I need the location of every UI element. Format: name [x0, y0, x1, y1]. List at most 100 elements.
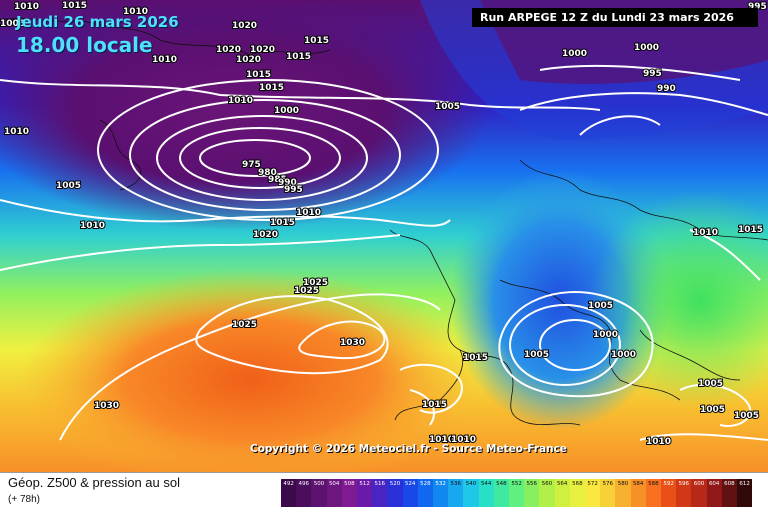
scale-value-label: 576 — [602, 481, 614, 487]
forecast-date: Jeudi 26 mars 2026 — [16, 13, 179, 31]
scale-swatch: 592 — [661, 479, 677, 507]
scale-value-label: 560 — [541, 481, 553, 487]
isobar-label: 1010 — [429, 435, 454, 445]
isobar-label: 1010 — [296, 208, 321, 218]
isobar-label: 1005 — [734, 411, 759, 421]
isobar-label: 975 — [242, 160, 261, 170]
isobar-label: 1015 — [62, 1, 87, 11]
scale-value-label: 608 — [724, 481, 735, 487]
isobar-label: 1010 — [451, 435, 476, 445]
legend-bar: Géop. Z500 & pression au sol (+ 78h) 492… — [0, 472, 768, 512]
isobar-label: 1000 — [611, 350, 636, 360]
isobar-label: 1010 — [4, 127, 29, 137]
isobar-label: 1015 — [738, 225, 763, 235]
isobar-label: 1015 — [304, 36, 329, 46]
scale-value-label: 540 — [465, 481, 477, 487]
scale-swatch: 572 — [585, 479, 601, 507]
scale-value-label: 552 — [511, 481, 522, 487]
scale-value-label: 492 — [283, 481, 294, 487]
isobar-label: 1005 — [588, 301, 613, 311]
scale-swatch: 588 — [645, 479, 661, 507]
isobar-label: 1020 — [232, 21, 257, 31]
scale-value-label: 556 — [526, 481, 538, 487]
scale-swatch: 516 — [372, 479, 388, 507]
isobar-label: 1025 — [294, 286, 319, 296]
isobar-label: 1005 — [698, 379, 723, 389]
scale-value-label: 572 — [587, 481, 598, 487]
scale-value-label: 504 — [328, 481, 340, 487]
scale-swatch: 512 — [357, 479, 373, 507]
scale-swatch: 540 — [463, 479, 479, 507]
legend-subtitle: (+ 78h) — [8, 494, 40, 505]
scale-value-label: 584 — [632, 481, 644, 487]
map-panel: 1010 1015 1010 1005 1020 1020 1020 1015 … — [0, 0, 768, 472]
scale-value-label: 592 — [663, 481, 674, 487]
isobar-label: 1015 — [422, 400, 447, 410]
low-pressure-core — [0, 0, 490, 230]
scale-value-label: 500 — [313, 481, 325, 487]
isobar-label: 1015 — [286, 52, 311, 62]
isobar-label: 1005 — [435, 102, 460, 112]
isobar-label: 1010 — [123, 7, 148, 17]
isobar-label: 1015 — [463, 353, 488, 363]
scale-value-label: 548 — [496, 481, 507, 487]
eastern-green-area — [590, 190, 768, 410]
scale-value-label: 528 — [420, 481, 431, 487]
scale-value-label: 512 — [359, 481, 370, 487]
scale-swatch: 500 — [311, 479, 327, 507]
isobar-label: 1030 — [340, 338, 365, 348]
isobar-label: 995 — [643, 69, 662, 79]
isobar-label: 980 — [258, 168, 277, 178]
scale-swatch: 504 — [326, 479, 342, 507]
coastlines — [0, 18, 768, 426]
scale-swatch: 544 — [478, 479, 494, 507]
scale-swatch: 524 — [402, 479, 418, 507]
isobar-labels: 1010 1015 1010 1005 1020 1020 1020 1015 … — [0, 0, 768, 448]
isobar-label: 1015 — [259, 83, 284, 93]
scale-swatch: 576 — [600, 479, 616, 507]
color-scale: 492 496 500 504 508 512 516 520 524 528 532 536 540 5… — [281, 479, 753, 509]
isobar-label: 1000 — [562, 49, 587, 59]
isobar-label: 995 — [284, 185, 303, 195]
scale-swatch: 600 — [691, 479, 707, 507]
high-pressure-core — [20, 270, 480, 472]
scale-swatch: 612 — [737, 479, 753, 507]
scale-swatch: 492 — [281, 479, 297, 507]
scale-value-label: 596 — [678, 481, 690, 487]
isobar-label: 985 — [268, 175, 287, 185]
isobar-label: 1005 — [0, 19, 25, 29]
isobar-label: 990 — [278, 178, 297, 188]
scale-value-label: 532 — [435, 481, 446, 487]
scale-swatch: 520 — [387, 479, 403, 507]
isobar-lines — [0, 64, 768, 441]
scale-swatch: 496 — [296, 479, 312, 507]
isobar-label: 1005 — [524, 350, 549, 360]
scale-swatch: 580 — [615, 479, 631, 507]
isobar-label: 1015 — [270, 218, 295, 228]
scale-value-label: 564 — [556, 481, 568, 487]
isobar-label: 1005 — [700, 405, 725, 415]
isobar-label: 1005 — [56, 181, 81, 191]
scale-value-label: 508 — [344, 481, 355, 487]
isobar-label: 1010 — [14, 2, 39, 12]
scale-value-label: 568 — [572, 481, 583, 487]
scale-swatch: 528 — [417, 479, 433, 507]
scale-swatch: 604 — [706, 479, 722, 507]
isobar-label: 990 — [657, 84, 676, 94]
scale-value-label: 516 — [374, 481, 386, 487]
scale-swatch: 548 — [493, 479, 509, 507]
model-run-banner: Run ARPEGE 12 Z du Lundi 23 mars 2026 — [472, 8, 758, 27]
scale-swatch: 596 — [676, 479, 692, 507]
isobar-label: 1010 — [693, 228, 718, 238]
scale-value-label: 524 — [404, 481, 416, 487]
isobar-label: 1020 — [250, 45, 275, 55]
weather-map: 1010 1015 1010 1005 1020 1020 1020 1015 … — [0, 0, 768, 472]
copyright-notice: Copyright © 2026 Meteociel.fr - Source M… — [250, 443, 567, 455]
isobar-label: 1030 — [94, 401, 119, 411]
scale-value-label: 612 — [739, 481, 750, 487]
isobar-label: 1020 — [253, 230, 278, 240]
scale-swatch: 560 — [539, 479, 555, 507]
scale-swatch: 564 — [554, 479, 570, 507]
isobar-label: 1025 — [303, 278, 328, 288]
scale-swatch: 536 — [448, 479, 464, 507]
